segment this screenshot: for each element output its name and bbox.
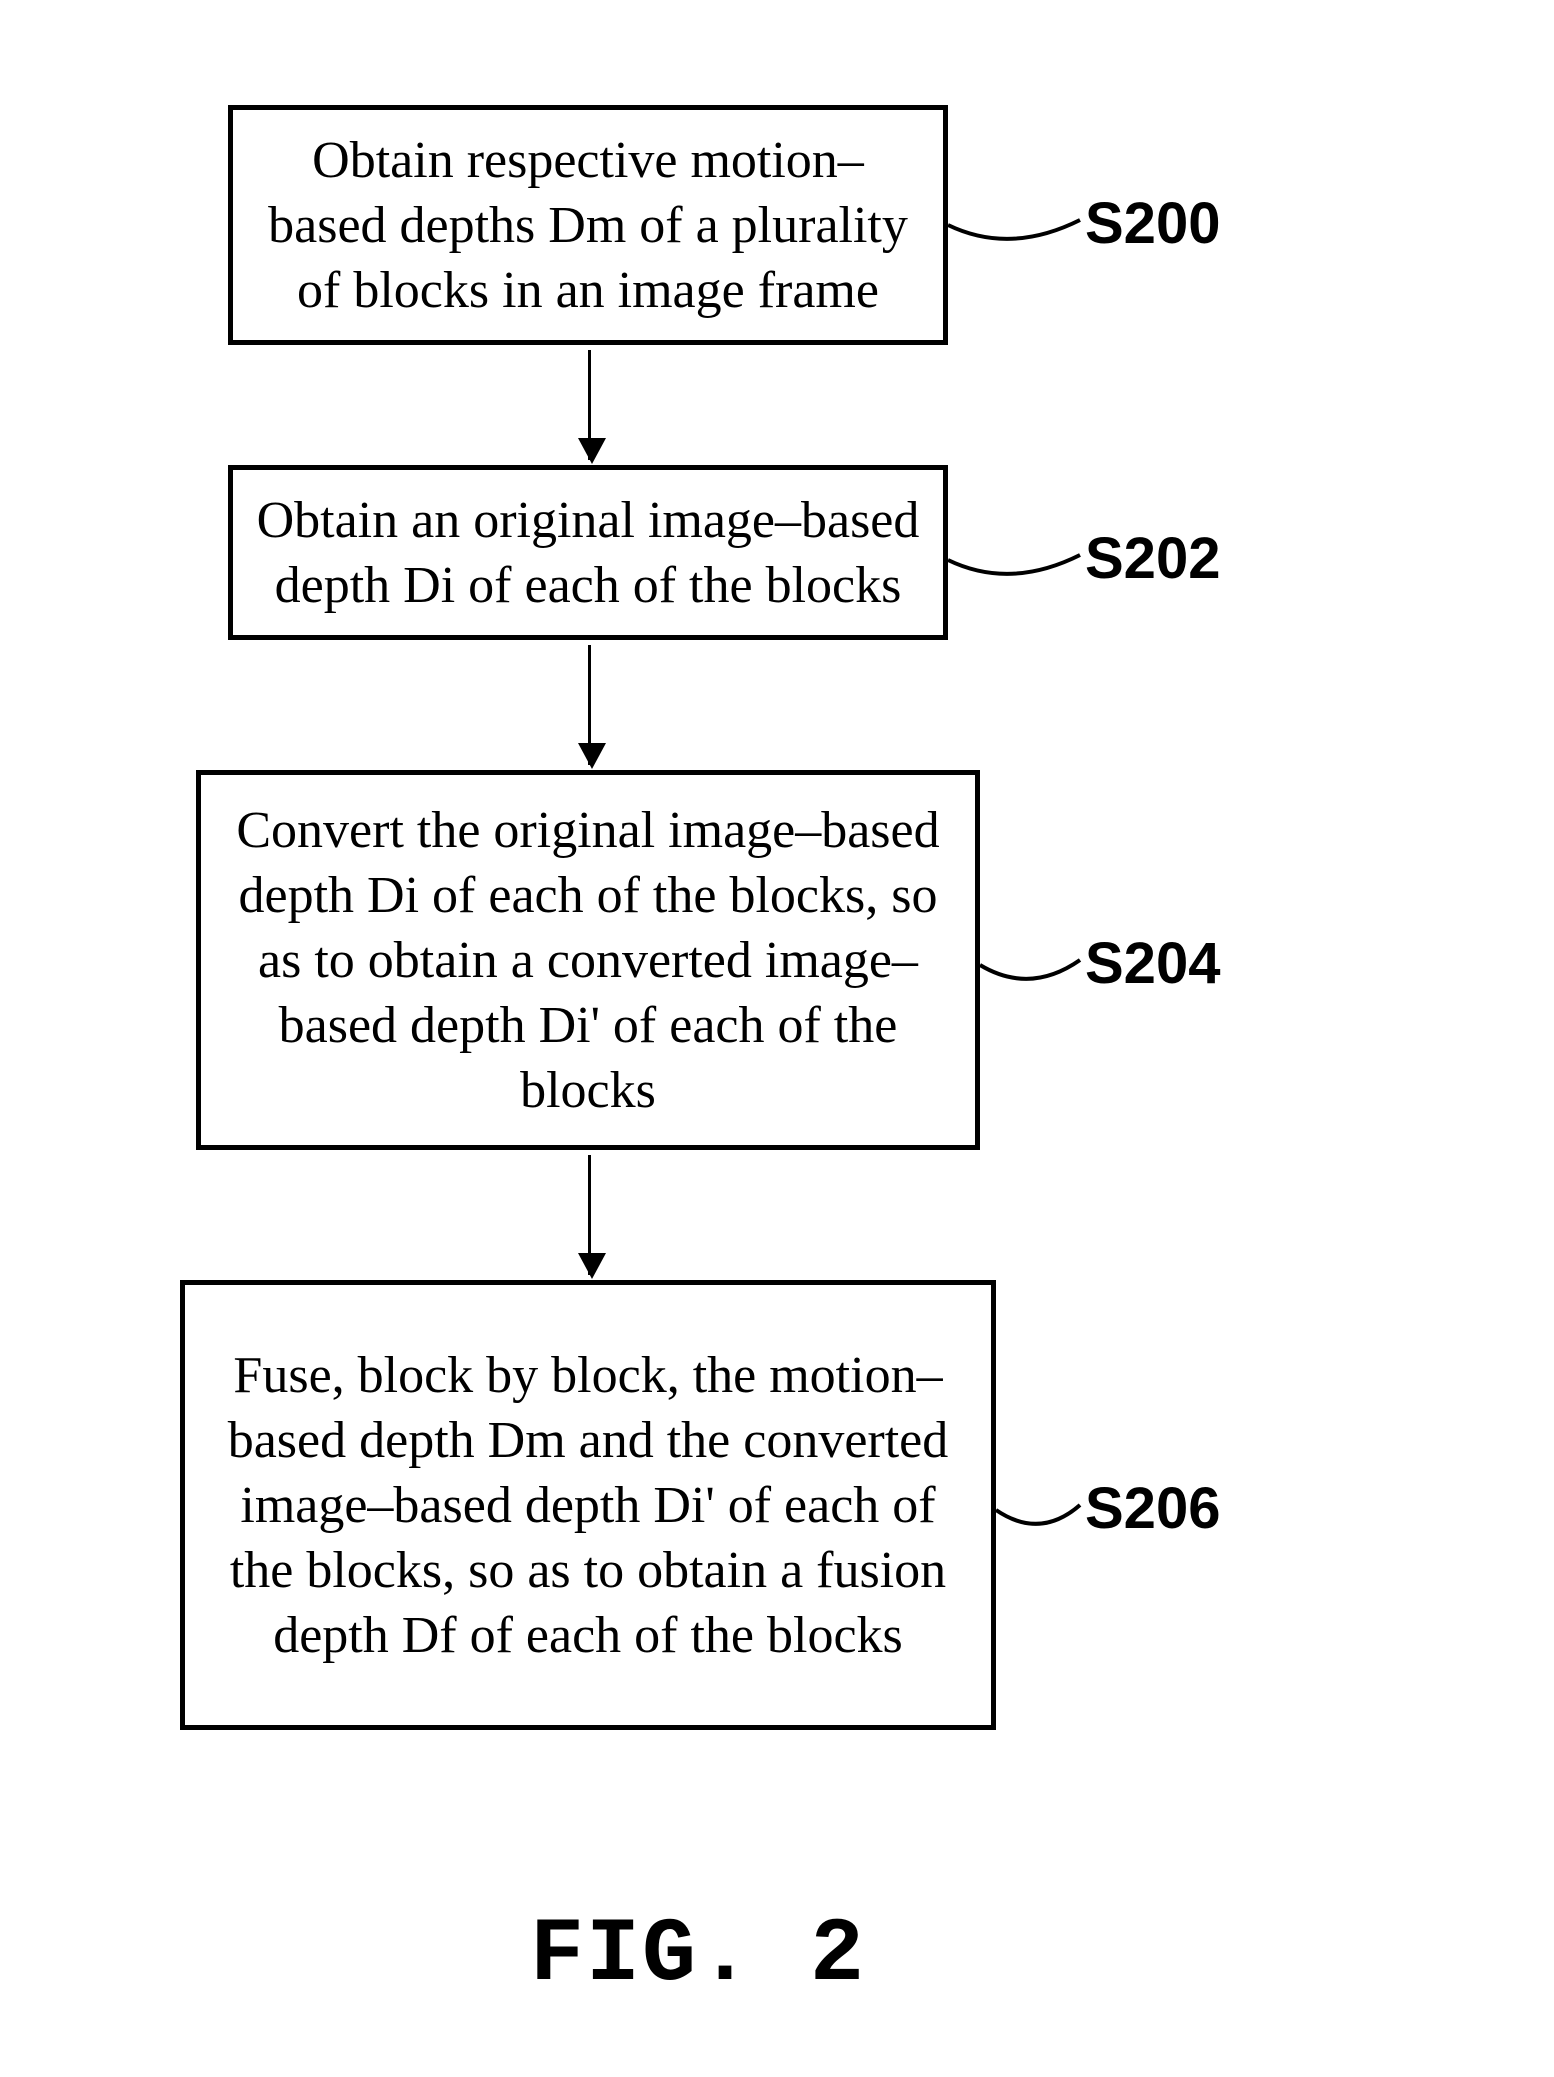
label-s206: S206 <box>1085 1475 1220 1542</box>
figure-caption: FIG. 2 <box>530 1905 866 2007</box>
step-s202-box: Obtain an original image–based depth Di … <box>228 465 948 640</box>
step-s202-text: Obtain an original image–based depth Di … <box>253 488 923 618</box>
flowchart-figure: Obtain respective motion–based depths Dm… <box>0 0 1554 2077</box>
label-s206-text: S206 <box>1085 1476 1220 1541</box>
step-s206-box: Fuse, block by block, the motion–based d… <box>180 1280 996 1730</box>
arrow-s200-to-s202 <box>588 350 591 460</box>
step-s204-text: Convert the original image–based depth D… <box>221 798 955 1123</box>
arrow-s204-to-s206 <box>588 1155 591 1275</box>
step-s200-text: Obtain respective motion–based depths Dm… <box>253 128 923 323</box>
label-s204: S204 <box>1085 930 1220 997</box>
label-s204-text: S204 <box>1085 931 1220 996</box>
step-s200-box: Obtain respective motion–based depths Dm… <box>228 105 948 345</box>
arrow-s202-to-s204 <box>588 645 591 765</box>
label-s200: S200 <box>1085 190 1220 257</box>
step-s204-box: Convert the original image–based depth D… <box>196 770 980 1150</box>
label-s202: S202 <box>1085 525 1220 592</box>
figure-caption-text: FIG. 2 <box>530 1905 866 2007</box>
step-s206-text: Fuse, block by block, the motion–based d… <box>205 1343 971 1668</box>
label-s200-text: S200 <box>1085 191 1220 256</box>
label-s202-text: S202 <box>1085 526 1220 591</box>
